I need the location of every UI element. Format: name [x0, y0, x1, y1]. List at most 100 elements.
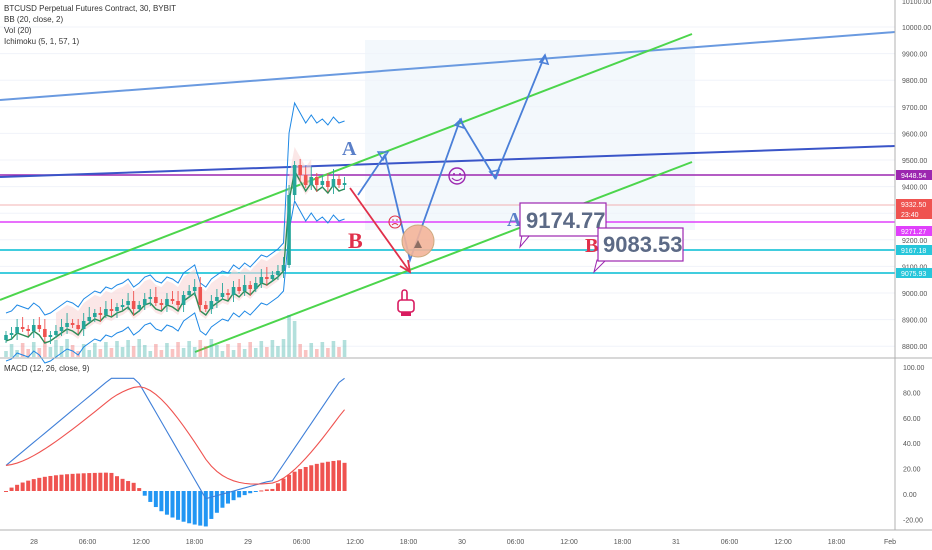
candle-body[interactable] [198, 287, 203, 305]
candle-body[interactable] [337, 179, 341, 185]
volume-bar [165, 343, 169, 357]
candle-body[interactable] [93, 313, 97, 317]
candle-body[interactable] [37, 325, 42, 329]
candle-body[interactable] [54, 331, 58, 335]
candle-body[interactable] [170, 299, 175, 301]
legend-bb[interactable]: BB (20, close, 2) [4, 15, 64, 24]
candle-body[interactable] [287, 195, 291, 265]
candle-body[interactable] [176, 301, 180, 305]
candle-body[interactable] [187, 291, 191, 295]
macd-histogram-bar [259, 490, 264, 492]
candlesticks[interactable] [4, 159, 347, 344]
candle-body[interactable] [181, 295, 186, 305]
legend-macd[interactable]: MACD (12, 26, close, 9) [4, 364, 90, 373]
candle-body[interactable] [20, 327, 25, 329]
callout-b-box [597, 227, 684, 262]
candle-body[interactable] [159, 303, 164, 305]
price-tags: 9448.54 9332.50 23:40 9271.27 9167.18 9075.93 [896, 170, 932, 278]
macd-pane[interactable] [4, 377, 347, 527]
candle-body[interactable] [76, 325, 80, 329]
candle-body[interactable] [276, 271, 280, 275]
candle-body[interactable] [237, 287, 241, 291]
price-axis-label: 9700.00 [902, 105, 927, 112]
candle-body[interactable] [215, 297, 219, 301]
macd-histogram-bar [164, 491, 169, 515]
candle-body[interactable] [81, 321, 86, 329]
upper-trendline[interactable] [0, 31, 896, 101]
legend-ichimoku[interactable]: Ichimoku (5, 1, 57, 1) [4, 37, 80, 46]
time-axis-label: 18:00 [614, 539, 632, 546]
candle-body[interactable] [142, 299, 147, 305]
time-axis-label: 12:00 [560, 539, 578, 546]
volume-bar [159, 350, 164, 357]
candle-body[interactable] [126, 301, 130, 305]
volume-bar [37, 348, 42, 357]
candle-body[interactable] [320, 181, 325, 185]
candle-body[interactable] [131, 301, 136, 309]
callout-b[interactable]: B 9083.53 [585, 227, 684, 274]
candle-body[interactable] [226, 293, 230, 295]
candle-body[interactable] [65, 323, 69, 327]
candle-body[interactable] [192, 287, 197, 291]
volume-bar [93, 343, 97, 357]
candle-body[interactable] [265, 277, 269, 279]
candle-body[interactable] [303, 175, 308, 185]
candle-body[interactable] [326, 181, 330, 187]
candle-body[interactable] [115, 307, 119, 311]
time-axis[interactable]: 28 06:00 12:00 18:00 29 06:00 12:00 18:00 30 06:0… [30, 539, 896, 546]
candle-body[interactable] [281, 265, 286, 271]
callout-a-box [519, 202, 607, 237]
candle-body[interactable] [242, 285, 247, 291]
candle-body[interactable] [43, 329, 47, 337]
projection-path-a[interactable] [357, 54, 546, 264]
legend-title[interactable]: BTCUSD Perpetual Futures Contract, 30, B… [4, 4, 177, 13]
legend-vol[interactable]: Vol (20) [4, 26, 32, 35]
price-axis-label: 10100.00 [902, 0, 931, 6]
candle-body[interactable] [204, 305, 208, 309]
channel-lower-line[interactable] [194, 161, 693, 353]
time-axis-label: 12:00 [774, 539, 792, 546]
candle-body[interactable] [259, 277, 264, 283]
candle-body[interactable] [104, 309, 108, 315]
candle-body[interactable] [98, 313, 103, 315]
candle-body[interactable] [315, 177, 319, 185]
candle-body[interactable] [15, 327, 19, 333]
candle-body[interactable] [148, 297, 153, 299]
candle-body[interactable] [253, 283, 258, 289]
candle-body[interactable] [137, 305, 141, 309]
candle-body[interactable] [87, 317, 92, 321]
candle-body[interactable] [165, 299, 169, 305]
candle-body[interactable] [342, 183, 347, 185]
volume-bar [209, 339, 214, 357]
candle-body[interactable] [9, 333, 14, 335]
candle-body[interactable] [231, 287, 236, 295]
candle-body[interactable] [248, 285, 252, 289]
candle-body[interactable] [48, 335, 53, 337]
candle-body[interactable] [70, 323, 75, 325]
resistance-trendline[interactable] [0, 145, 896, 178]
candle-body[interactable] [109, 309, 114, 311]
candle-body[interactable] [270, 275, 275, 279]
candle-body[interactable] [292, 165, 297, 195]
candle-body[interactable] [220, 293, 225, 297]
candle-body[interactable] [59, 327, 64, 331]
macd-histogram-bar [275, 483, 280, 491]
candle-body[interactable] [154, 297, 158, 303]
volume-bar [287, 315, 291, 357]
volume-bar [4, 351, 8, 357]
candle-body[interactable] [31, 325, 36, 331]
macd-histogram-bar [242, 491, 247, 496]
callout-a[interactable]: A 9174.77 [507, 202, 607, 249]
candle-body[interactable] [120, 305, 125, 307]
candle-body[interactable] [26, 329, 30, 331]
volume-bar [76, 351, 80, 357]
candle-body[interactable] [309, 177, 314, 185]
candle-body[interactable] [209, 301, 214, 309]
candle-body[interactable] [298, 165, 302, 175]
candle-body[interactable] [4, 335, 8, 340]
channel-upper-line[interactable] [0, 33, 693, 301]
drop-arrow[interactable] [349, 187, 411, 273]
macd-histogram-bar [76, 473, 81, 491]
candle-body[interactable] [331, 179, 336, 187]
